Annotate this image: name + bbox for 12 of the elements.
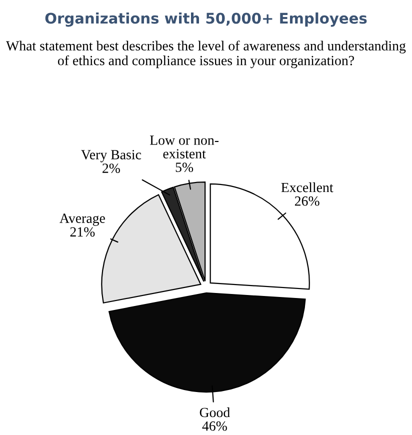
data-label: 21% (70, 227, 95, 237)
chart-subtitle: What statement best describes the level of awareness and understanding of ethics and compliance issues in your organization? (6, 40, 406, 68)
slice-label: Excellent (281, 182, 334, 192)
data-label: 5% (176, 162, 194, 172)
data-label: 26% (294, 196, 320, 206)
slice-label: Low or non- existent (150, 136, 219, 158)
slice-label: Good (200, 407, 230, 418)
data-label: 46% (202, 421, 227, 431)
chart-title: Organizations with 50,000+ Employees (45, 12, 367, 27)
slice-label: Average (60, 214, 105, 226)
data-label: 2% (102, 164, 120, 174)
slice-label: Very Basic (81, 150, 142, 162)
